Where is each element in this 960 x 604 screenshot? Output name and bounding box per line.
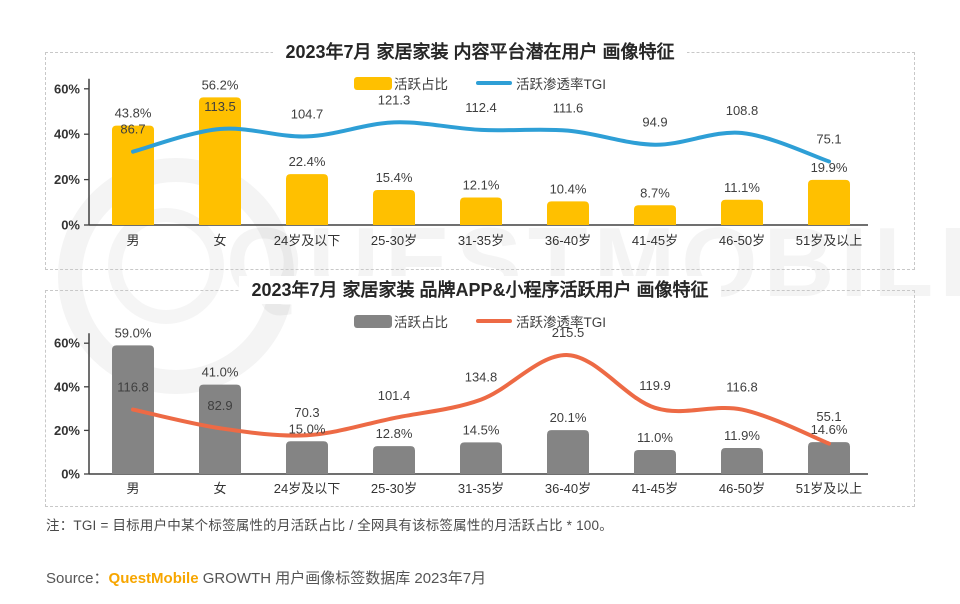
source-prefix: Source：	[46, 570, 109, 587]
svg-text:11.0%: 11.0%	[637, 430, 673, 445]
legend-label: 活跃渗透率TGI	[516, 77, 606, 92]
svg-text:51岁及以上: 51岁及以上	[796, 481, 862, 496]
svg-text:111.6: 111.6	[553, 101, 584, 116]
svg-text:11.1%: 11.1%	[724, 180, 760, 195]
svg-text:女: 女	[213, 233, 226, 248]
legend-label: 活跃占比	[394, 77, 448, 92]
svg-text:20%: 20%	[54, 172, 80, 187]
svg-text:15.4%: 15.4%	[376, 170, 413, 185]
brand-app-chart-panel: 2023年7月 家居家装 品牌APP&小程序活跃用户 画像特征 活跃占比 活跃渗…	[45, 276, 915, 507]
svg-text:51岁及以上: 51岁及以上	[796, 233, 862, 248]
svg-text:0%: 0%	[61, 218, 80, 233]
svg-text:31-35岁: 31-35岁	[458, 481, 504, 496]
svg-text:116.8: 116.8	[726, 380, 758, 395]
svg-text:104.7: 104.7	[291, 106, 324, 121]
svg-text:60%: 60%	[54, 336, 80, 351]
svg-text:116.8: 116.8	[117, 380, 149, 395]
content-platform-chart-panel: 2023年7月 家居家装 内容平台潜在用户 画像特征 活跃占比 活跃渗透率TGI…	[45, 38, 915, 270]
line-swatch-icon	[476, 80, 512, 86]
svg-text:41-45岁: 41-45岁	[632, 481, 678, 496]
source-line: Source：QuestMobile GROWTH 用户画像标签数据库 2023…	[46, 567, 486, 588]
line-swatch-icon	[476, 318, 512, 324]
source-brand: QuestMobile	[108, 570, 199, 587]
legend-item-active-share: 活跃占比	[354, 311, 448, 331]
svg-text:36-40岁: 36-40岁	[545, 233, 591, 248]
legend-item-tgi: 活跃渗透率TGI	[476, 311, 606, 331]
legend-item-active-share: 活跃占比	[354, 73, 448, 93]
svg-text:20%: 20%	[54, 423, 80, 438]
svg-text:25-30岁: 25-30岁	[371, 233, 417, 248]
svg-text:112.4: 112.4	[465, 100, 497, 115]
svg-text:134.8: 134.8	[465, 370, 498, 385]
svg-text:46-50岁: 46-50岁	[719, 481, 765, 496]
svg-text:36-40岁: 36-40岁	[545, 481, 591, 496]
tgi-note: 注：TGI = 目标用户中某个标签属性的月活跃占比 / 全网具有该标签属性的月活…	[46, 518, 613, 533]
svg-text:20.1%: 20.1%	[550, 410, 587, 425]
svg-text:24岁及以下: 24岁及以下	[274, 481, 340, 496]
svg-text:41.0%: 41.0%	[202, 365, 239, 380]
svg-text:215.5: 215.5	[552, 325, 585, 340]
legend-label: 活跃渗透率TGI	[516, 315, 606, 330]
svg-text:94.9: 94.9	[642, 115, 667, 130]
svg-text:46-50岁: 46-50岁	[719, 233, 765, 248]
svg-text:108.8: 108.8	[726, 103, 759, 118]
svg-text:8.7%: 8.7%	[640, 185, 670, 200]
svg-text:25-30岁: 25-30岁	[371, 481, 417, 496]
content-platform-chart: 0% 20% 40% 60% 男 女 24岁及以下 25-30岁 31-35岁 36-40岁 41-…	[54, 77, 868, 248]
svg-text:75.1: 75.1	[816, 131, 841, 146]
svg-text:41-45岁: 41-45岁	[632, 233, 678, 248]
svg-text:86.7: 86.7	[120, 122, 145, 137]
chart-legend: 活跃占比 活跃渗透率TGI	[46, 73, 914, 93]
svg-text:0%: 0%	[61, 467, 80, 482]
svg-text:121.3: 121.3	[378, 92, 411, 107]
svg-text:女: 女	[213, 481, 226, 496]
svg-text:59.0%: 59.0%	[115, 325, 152, 340]
bar-swatch-icon	[354, 314, 392, 328]
svg-text:101.4: 101.4	[378, 388, 411, 403]
svg-text:22.4%: 22.4%	[289, 154, 326, 169]
svg-text:43.8%: 43.8%	[115, 106, 152, 121]
svg-text:31-35岁: 31-35岁	[458, 233, 504, 248]
svg-text:14.5%: 14.5%	[463, 422, 500, 437]
svg-text:82.9: 82.9	[207, 398, 232, 413]
svg-text:119.9: 119.9	[639, 378, 671, 393]
svg-text:19.9%: 19.9%	[811, 160, 848, 175]
svg-text:14.6%: 14.6%	[811, 422, 848, 437]
svg-text:56.2%: 56.2%	[202, 77, 239, 92]
legend-item-tgi: 活跃渗透率TGI	[476, 73, 606, 93]
svg-text:12.1%: 12.1%	[463, 178, 500, 193]
source-rest: GROWTH 用户画像标签数据库 2023年7月	[198, 570, 487, 587]
legend-label: 活跃占比	[394, 315, 448, 330]
svg-text:40%: 40%	[54, 379, 80, 394]
brand-app-chart: 0% 20% 40% 60% 男 女 24岁及以下 25-30岁 31-35岁 36-40岁 41-…	[54, 325, 868, 496]
chart-legend: 活跃占比 活跃渗透率TGI	[46, 311, 914, 331]
svg-text:12.8%: 12.8%	[376, 426, 413, 441]
svg-text:男: 男	[126, 233, 139, 248]
bar-swatch-icon	[354, 76, 392, 90]
svg-text:60%: 60%	[54, 81, 80, 96]
svg-text:70.3: 70.3	[294, 405, 319, 420]
svg-text:24岁及以下: 24岁及以下	[274, 233, 340, 248]
svg-text:113.5: 113.5	[204, 99, 236, 114]
svg-text:11.9%: 11.9%	[724, 428, 760, 443]
svg-text:10.4%: 10.4%	[550, 181, 587, 196]
svg-text:男: 男	[126, 481, 139, 496]
svg-text:15.0%: 15.0%	[289, 421, 326, 436]
svg-text:55.1: 55.1	[816, 409, 841, 424]
svg-text:40%: 40%	[54, 127, 80, 142]
